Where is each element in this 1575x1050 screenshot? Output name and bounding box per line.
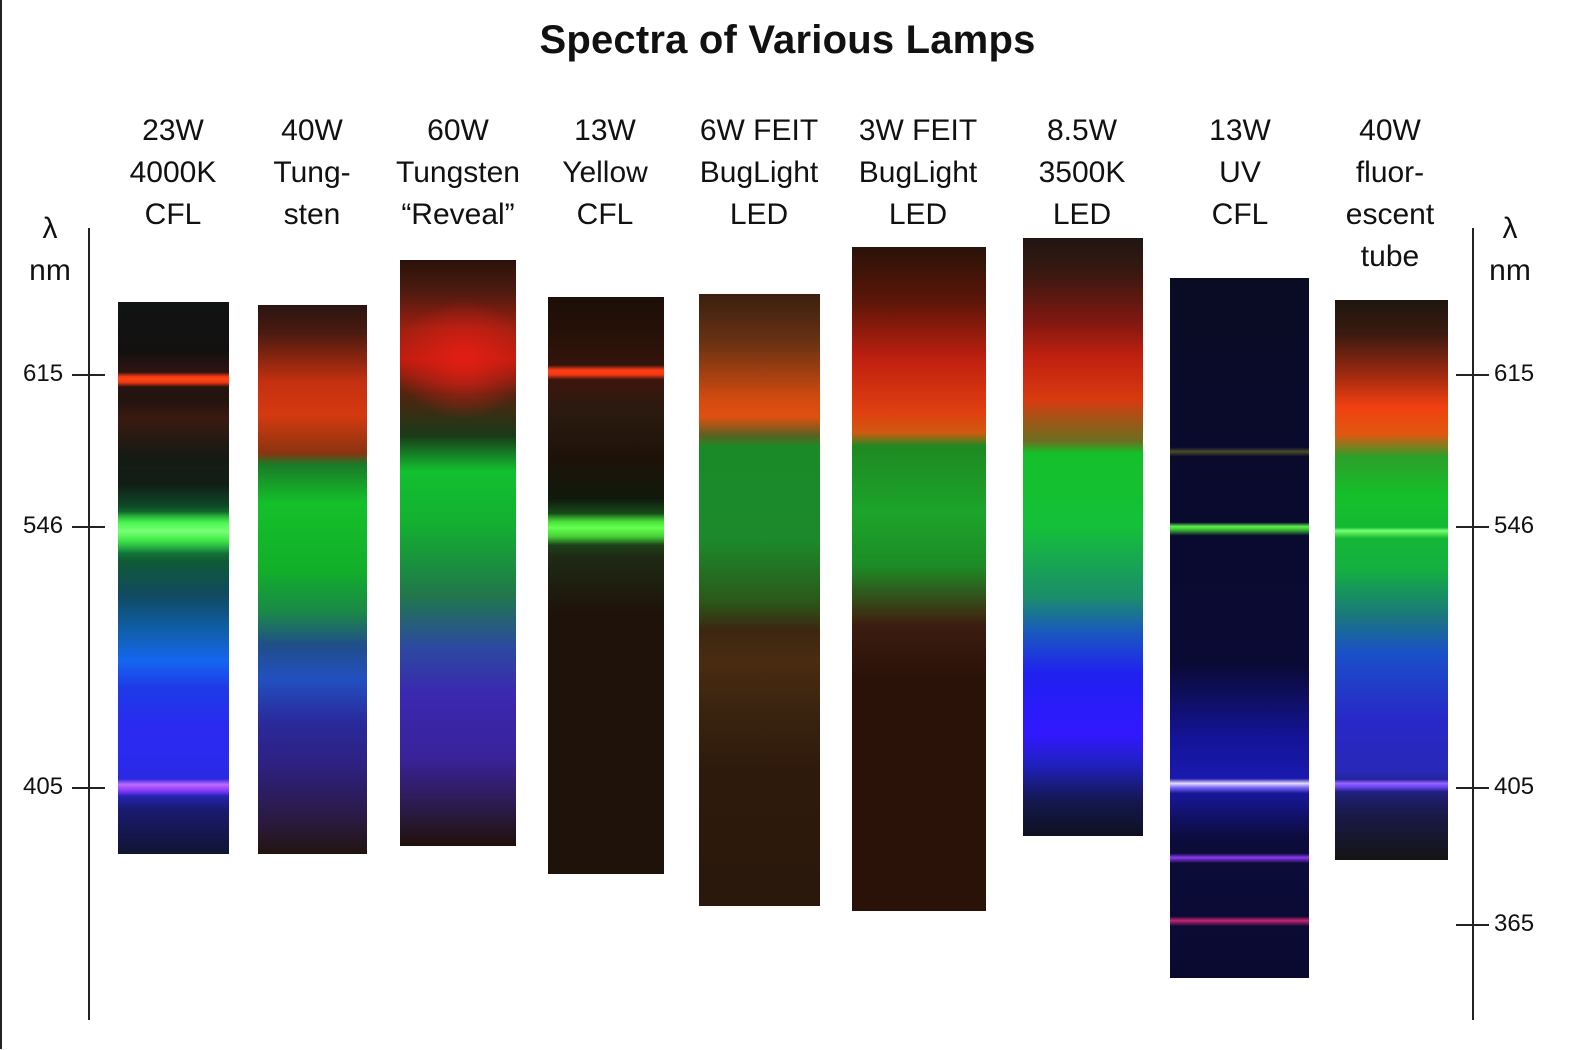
- spectrum-strip-5: [699, 294, 820, 906]
- left-axis-unit: nm: [29, 254, 71, 287]
- lamp-label-8: 13W UV CFL: [1180, 110, 1300, 236]
- lamp-label-5-line-3: LED: [729, 198, 789, 231]
- lamp-label-9-line-4: tube: [1360, 240, 1420, 273]
- lamp-label-2: 40W Tung- sten: [252, 110, 372, 236]
- right-tick-615: [1456, 374, 1489, 376]
- lamp-label-7-line-2: 3500K: [1038, 156, 1126, 189]
- lamp-label-8-line-2: UV: [1219, 156, 1261, 189]
- lamp-label-1-line-1: 23W: [142, 114, 204, 147]
- lamp-label-9-line-2: fluor-: [1355, 156, 1425, 189]
- right-tick-label-546: 546: [1494, 512, 1535, 539]
- lamp-label-5: 6W FEIT BugLight LED: [689, 110, 829, 236]
- left-tick-label-615: 615: [23, 360, 64, 387]
- spectrum-strip-3: [400, 260, 516, 846]
- lamp-label-7: 8.5W 3500K LED: [1022, 110, 1142, 236]
- spectrum-strip-1: [118, 302, 229, 854]
- right-tick-label-405: 405: [1494, 773, 1535, 800]
- lamp-label-9: 40W fluor- escent tube: [1330, 110, 1450, 278]
- diagram-title: Spectra of Various Lamps: [539, 18, 1036, 62]
- lamp-label-9-line-1: 40W: [1359, 114, 1421, 147]
- lamp-label-2-line-1: 40W: [281, 114, 343, 147]
- lamp-label-1-line-3: CFL: [144, 198, 202, 231]
- lamp-label-5-line-1: 6W FEIT: [699, 114, 819, 147]
- right-tick-546: [1456, 526, 1489, 528]
- left-tick-405: [72, 787, 105, 789]
- right-tick-label-615: 615: [1494, 360, 1535, 387]
- spectrum-strip-7: [1023, 238, 1143, 836]
- left-tick-label-546: 546: [23, 512, 64, 539]
- lamp-label-6: 3W FEIT BugLight LED: [848, 110, 988, 236]
- spectrum-strip-6: [852, 247, 986, 911]
- lamp-label-1-line-2: 4000K: [129, 156, 217, 189]
- lamp-label-1: 23W 4000K CFL: [113, 110, 233, 236]
- spectrum-strip-8: [1170, 278, 1309, 978]
- lamp-label-8-line-3: CFL: [1211, 198, 1269, 231]
- right-tick-label-365: 365: [1494, 910, 1535, 937]
- lamp-label-5-line-2: BugLight: [699, 156, 819, 189]
- lamp-label-4-line-2: Yellow: [562, 156, 648, 189]
- lamp-label-6-line-3: LED: [888, 198, 948, 231]
- left-axis-line: [88, 228, 90, 1020]
- lamp-label-4-line-3: CFL: [576, 198, 634, 231]
- lamp-label-3-line-2: Tungsten: [396, 156, 520, 189]
- left-axis-lambda: λ: [42, 212, 58, 245]
- lamp-label-4: 13W Yellow CFL: [545, 110, 665, 236]
- right-axis-lambda: λ: [1502, 212, 1518, 245]
- left-tick-546: [72, 526, 105, 528]
- lamp-label-6-line-1: 3W FEIT: [858, 114, 978, 147]
- lamp-label-4-line-1: 13W: [574, 114, 636, 147]
- lamp-label-3: 60W Tungsten “Reveal”: [388, 110, 528, 236]
- left-tick-label-405: 405: [23, 773, 64, 800]
- lamp-label-7-line-3: LED: [1052, 198, 1112, 231]
- spectrum-strip-9: [1335, 300, 1448, 860]
- left-tick-615: [72, 374, 105, 376]
- lamp-label-7-line-1: 8.5W: [1046, 114, 1118, 147]
- right-axis-line: [1472, 228, 1474, 1020]
- right-axis-unit: nm: [1489, 254, 1531, 287]
- lamp-label-2-line-2: Tung-: [273, 156, 351, 189]
- right-tick-365: [1456, 924, 1489, 926]
- right-tick-405: [1456, 787, 1489, 789]
- spectrum-strip-4: [548, 297, 664, 874]
- lamp-label-3-line-3: “Reveal”: [401, 198, 515, 231]
- lamp-label-6-line-2: BugLight: [858, 156, 978, 189]
- lamp-label-2-line-3: sten: [283, 198, 341, 231]
- lamp-label-3-line-1: 60W: [427, 114, 489, 147]
- lamp-label-8-line-1: 13W: [1209, 114, 1271, 147]
- spectrum-strip-2: [258, 305, 367, 854]
- lamp-label-9-line-3: escent: [1345, 198, 1435, 231]
